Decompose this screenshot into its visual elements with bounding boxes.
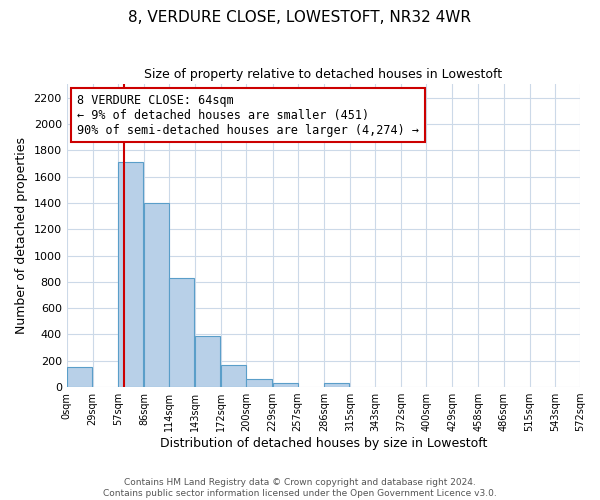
Bar: [195, 336, 220, 387]
Bar: [272, 383, 298, 387]
Bar: [169, 278, 194, 387]
Text: 8, VERDURE CLOSE, LOWESTOFT, NR32 4WR: 8, VERDURE CLOSE, LOWESTOFT, NR32 4WR: [128, 10, 472, 25]
Bar: [324, 383, 349, 387]
X-axis label: Distribution of detached houses by size in Lowestoft: Distribution of detached houses by size …: [160, 437, 487, 450]
Bar: [221, 366, 247, 387]
Text: Contains HM Land Registry data © Crown copyright and database right 2024.
Contai: Contains HM Land Registry data © Crown c…: [103, 478, 497, 498]
Bar: [247, 378, 272, 387]
Text: 8 VERDURE CLOSE: 64sqm
← 9% of detached houses are smaller (451)
90% of semi-det: 8 VERDURE CLOSE: 64sqm ← 9% of detached …: [77, 94, 419, 136]
Y-axis label: Number of detached properties: Number of detached properties: [15, 138, 28, 334]
Bar: [118, 162, 143, 387]
Bar: [67, 366, 92, 387]
Bar: [144, 203, 169, 387]
Title: Size of property relative to detached houses in Lowestoft: Size of property relative to detached ho…: [144, 68, 502, 80]
